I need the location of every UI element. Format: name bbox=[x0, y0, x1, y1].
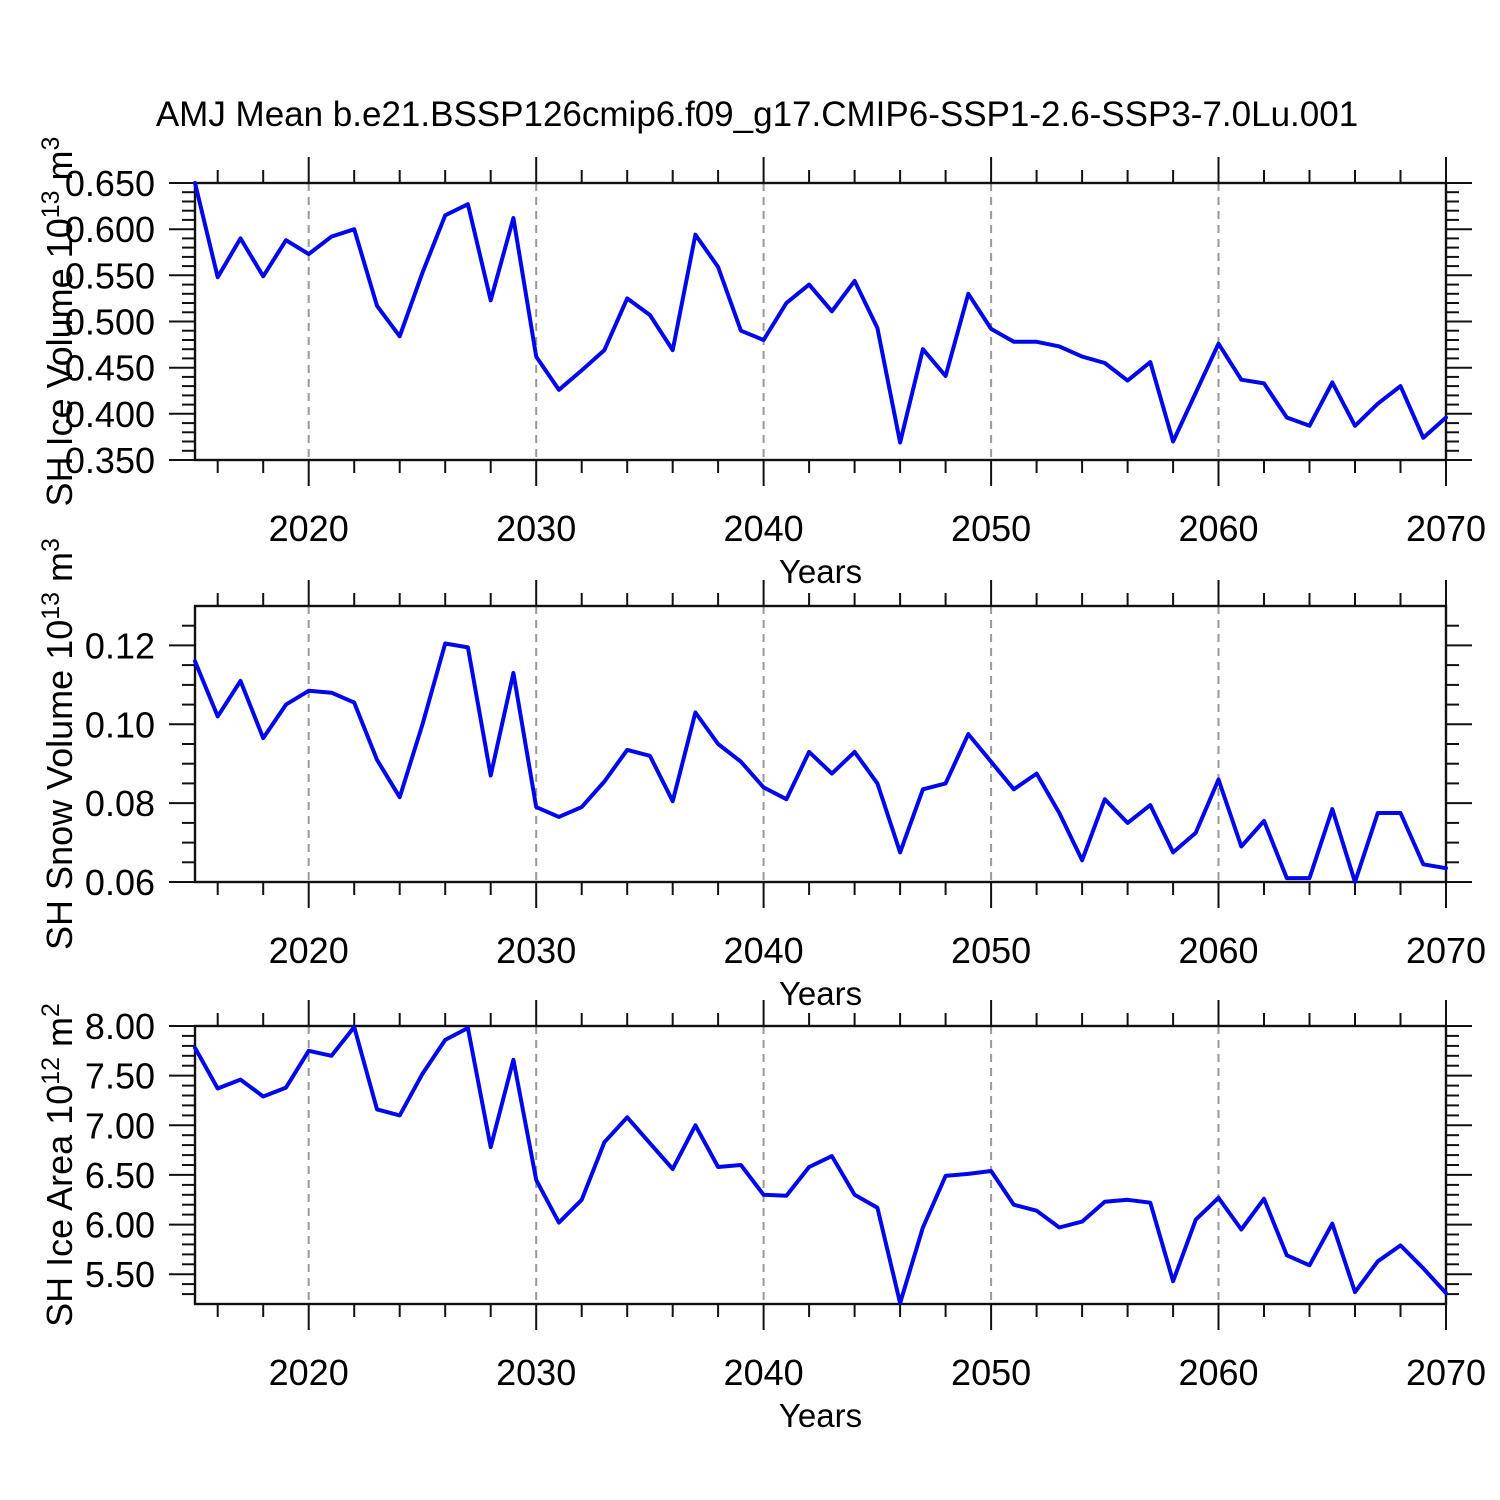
snow-volume-chart: 0.06 0.08 0.10 0.12 2020 2030 2040 2050 2060 2070… bbox=[37, 538, 1486, 1012]
x-tick-label: 2070 bbox=[1406, 930, 1486, 971]
plot-frame bbox=[193, 181, 1448, 462]
y-tick-label: 0.12 bbox=[85, 625, 155, 666]
x-tick-label: 2070 bbox=[1406, 508, 1486, 549]
y-axis-title: SH Ice Volume 1013 m3 bbox=[37, 137, 80, 507]
y-tick-label: 7.00 bbox=[85, 1105, 155, 1146]
x-tick-label: 2030 bbox=[496, 508, 576, 549]
y-tick-label: 0.550 bbox=[65, 255, 155, 296]
x-tick-label: 2070 bbox=[1406, 1352, 1486, 1393]
x-axis-title: Years bbox=[779, 553, 862, 590]
x-tick-label: 2050 bbox=[951, 1352, 1031, 1393]
data-line bbox=[193, 1025, 1448, 1305]
data-line bbox=[193, 641, 1448, 884]
x-tick-label: 2050 bbox=[951, 508, 1031, 549]
y-tick-label: 0.06 bbox=[85, 862, 155, 903]
y-tick-label: 0.08 bbox=[85, 783, 155, 824]
y-tick-label: 0.350 bbox=[65, 440, 155, 481]
ice-volume-chart: 0.350 0.400 0.450 0.500 0.550 0.600 0.650 2020 2… bbox=[37, 137, 1486, 590]
y-tick-label: 5.50 bbox=[85, 1254, 155, 1295]
y-tick-label: 6.00 bbox=[85, 1205, 155, 1246]
x-tick-label: 2040 bbox=[724, 1352, 804, 1393]
x-tick-label: 2020 bbox=[269, 508, 349, 549]
y-tick-label: 8.00 bbox=[85, 1006, 155, 1047]
y-tick-label: 0.10 bbox=[85, 704, 155, 745]
x-tick-label: 2050 bbox=[951, 930, 1031, 971]
plot-frame bbox=[193, 1024, 1448, 1306]
x-tick-label: 2030 bbox=[496, 930, 576, 971]
y-axis-title: SH Ice Area 1012 m2 bbox=[37, 1003, 80, 1327]
y-tick-label: 0.400 bbox=[65, 394, 155, 435]
data-line bbox=[193, 181, 1448, 445]
x-tick-label: 2040 bbox=[724, 930, 804, 971]
x-tick-label: 2060 bbox=[1178, 1352, 1258, 1393]
x-tick-label: 2060 bbox=[1178, 930, 1258, 971]
x-axis-title: Years bbox=[779, 1397, 862, 1434]
y-tick-label: 0.600 bbox=[65, 209, 155, 250]
y-tick-label: 0.450 bbox=[65, 348, 155, 389]
x-axis-title: Years bbox=[779, 975, 862, 1012]
x-tick-label: 2030 bbox=[496, 1352, 576, 1393]
x-tick-label: 2060 bbox=[1178, 508, 1258, 549]
x-tick-label: 2020 bbox=[269, 1352, 349, 1393]
y-tick-label: 0.650 bbox=[65, 163, 155, 204]
figure-title: AMJ Mean b.e21.BSSP126cmip6.f09_g17.CMIP… bbox=[156, 95, 1358, 134]
x-tick-label: 2020 bbox=[269, 930, 349, 971]
ice-area-chart: 5.50 6.00 6.50 7.00 7.50 8.00 2020 2030 2040 2050… bbox=[37, 1000, 1486, 1434]
y-tick-label: 0.500 bbox=[65, 302, 155, 343]
x-tick-label: 2040 bbox=[724, 508, 804, 549]
y-axis-title: SH Snow Volume 1013 m3 bbox=[37, 538, 80, 950]
plot-frame bbox=[193, 604, 1448, 884]
y-tick-label: 6.50 bbox=[85, 1155, 155, 1196]
y-tick-label: 7.50 bbox=[85, 1056, 155, 1097]
